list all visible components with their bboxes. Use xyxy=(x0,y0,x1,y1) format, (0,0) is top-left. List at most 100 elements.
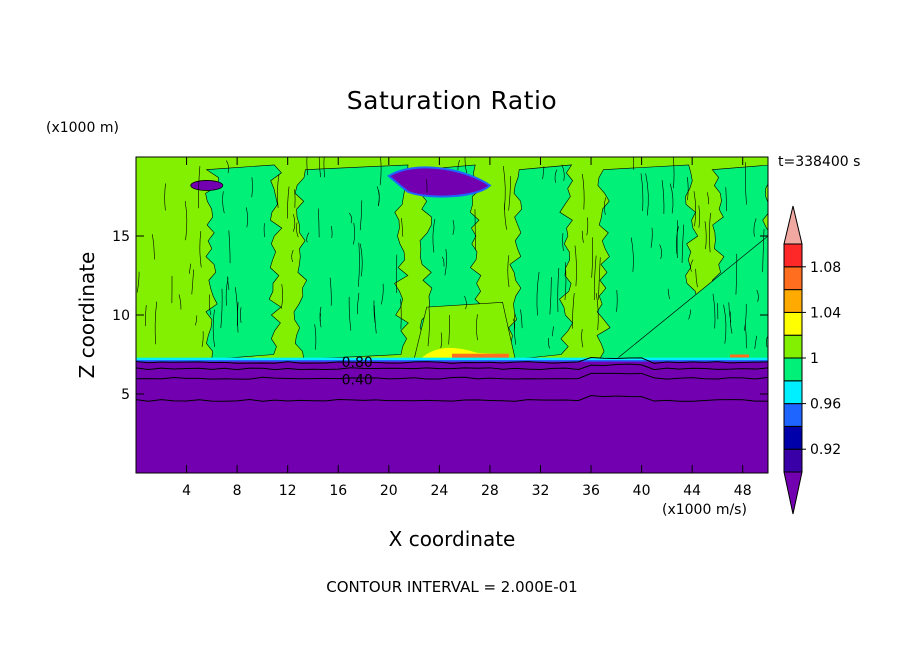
contour-squiggle xyxy=(319,306,322,322)
contour-squiggle xyxy=(296,222,299,238)
contour-squiggle xyxy=(144,305,147,327)
contour-line xyxy=(136,394,768,402)
contour-squiggle xyxy=(440,332,443,349)
contour-squiggle xyxy=(184,200,188,241)
contour-squiggle xyxy=(704,221,707,250)
dry-patch xyxy=(387,166,492,198)
contour-squiggle xyxy=(195,315,198,326)
colorbar-bin xyxy=(783,243,803,268)
contour-squiggle xyxy=(294,189,296,208)
contour-squiggle xyxy=(317,208,320,238)
contour-squiggle xyxy=(287,186,290,219)
contour-squiggle xyxy=(561,164,565,181)
contour-squiggle xyxy=(245,207,248,228)
contour-squiggle xyxy=(212,309,215,348)
contour-squiggle xyxy=(314,324,317,350)
contour-squiggle xyxy=(598,257,601,300)
contour-squiggle xyxy=(198,166,201,209)
contour-squiggle xyxy=(442,256,445,267)
contour-squiggle xyxy=(572,293,575,329)
contour-squiggle xyxy=(358,242,360,287)
contour-squiggle xyxy=(645,173,649,216)
contour-squiggle xyxy=(745,162,747,205)
contour-squiggle xyxy=(730,311,733,334)
contour-squiggle xyxy=(669,183,674,214)
x-tick-label: 32 xyxy=(532,483,550,499)
contour-squiggle xyxy=(373,305,377,334)
contour-squiggle xyxy=(381,283,384,305)
contour-squiggle xyxy=(353,222,355,245)
contour-squiggle xyxy=(178,294,182,310)
contour-squiggle xyxy=(754,335,757,349)
colorbar-bin xyxy=(783,357,803,382)
contour-squiggle xyxy=(725,187,727,212)
contour-squiggle xyxy=(650,227,653,248)
contour-squiggle xyxy=(693,191,696,227)
contour-squiggle xyxy=(728,302,732,323)
contour-squiggle xyxy=(508,176,511,211)
contour-squiggle xyxy=(281,284,283,309)
time-label: t=338400 s xyxy=(778,154,861,170)
colorbar-bin xyxy=(783,380,803,405)
contour-squiggle xyxy=(474,209,476,251)
contour-squiggle xyxy=(208,294,212,316)
contour-squiggle xyxy=(234,287,238,326)
contour-squiggle xyxy=(401,218,404,237)
contour-squiggle xyxy=(542,166,545,180)
colorbar-bin xyxy=(783,334,803,359)
contour-squiggle xyxy=(448,314,450,345)
contour-squiggle xyxy=(348,296,352,331)
x-tick-label: 24 xyxy=(430,483,448,499)
contour-label: 0.40 xyxy=(342,373,373,389)
contour-squiggle xyxy=(318,157,321,178)
contour-squiggle xyxy=(766,336,768,348)
contour-squiggle xyxy=(659,244,662,259)
contour-squiggle xyxy=(562,233,564,252)
contour-squiggle xyxy=(552,326,554,337)
x-tick-label: 16 xyxy=(329,483,347,499)
colorbar-label: 0.96 xyxy=(810,397,841,413)
contour-squiggle xyxy=(376,186,380,206)
contour-squiggle xyxy=(359,243,363,277)
contour-squiggle xyxy=(586,217,589,236)
contour-squiggle xyxy=(251,177,253,198)
contour-squiggle xyxy=(432,218,436,253)
field-mid-fill xyxy=(205,164,283,360)
contour-squiggle xyxy=(164,183,166,211)
contour-squiggle xyxy=(712,293,716,329)
x-tick-label: 4 xyxy=(182,483,191,499)
transition-band xyxy=(136,360,768,363)
contour-interval-note: CONTOUR INTERVAL = 2.000E-01 xyxy=(326,578,578,596)
contour-squiggle xyxy=(476,314,478,341)
contour-squiggle xyxy=(667,288,670,300)
contour-squiggle xyxy=(593,255,597,301)
y-axis-unit: (x1000 m) xyxy=(46,120,119,136)
x-tick-label: 48 xyxy=(734,483,752,499)
colorbar: 0.92 0.96 1 1.04 1.08 xyxy=(783,205,841,515)
colorbar-bin xyxy=(783,471,803,515)
contour-squiggle xyxy=(695,268,698,288)
contour-squiggle xyxy=(306,157,309,176)
contour-squiggle xyxy=(277,173,280,209)
contour-squiggle xyxy=(452,219,455,235)
x-tick-label: 44 xyxy=(683,483,701,499)
contour-squiggle xyxy=(520,309,523,329)
colorbar-bin xyxy=(783,205,803,245)
contour-squiggle xyxy=(228,230,231,264)
contour-squiggle xyxy=(581,230,584,243)
contour-squiggle xyxy=(549,277,552,315)
contour-squiggle xyxy=(756,289,759,302)
contour-line xyxy=(136,363,768,371)
contour-squiggle xyxy=(512,318,516,331)
x-tick-label: 20 xyxy=(380,483,398,499)
contour-squiggle xyxy=(199,231,202,268)
contour-squiggle xyxy=(661,180,665,215)
x-tick-label: 28 xyxy=(481,483,499,499)
colorbar-bin xyxy=(783,311,803,336)
colorbar-label: 1.08 xyxy=(810,260,841,276)
contour-squiggle xyxy=(373,300,376,323)
contour-squiggle xyxy=(557,267,560,313)
contour-squiggle xyxy=(735,253,738,295)
